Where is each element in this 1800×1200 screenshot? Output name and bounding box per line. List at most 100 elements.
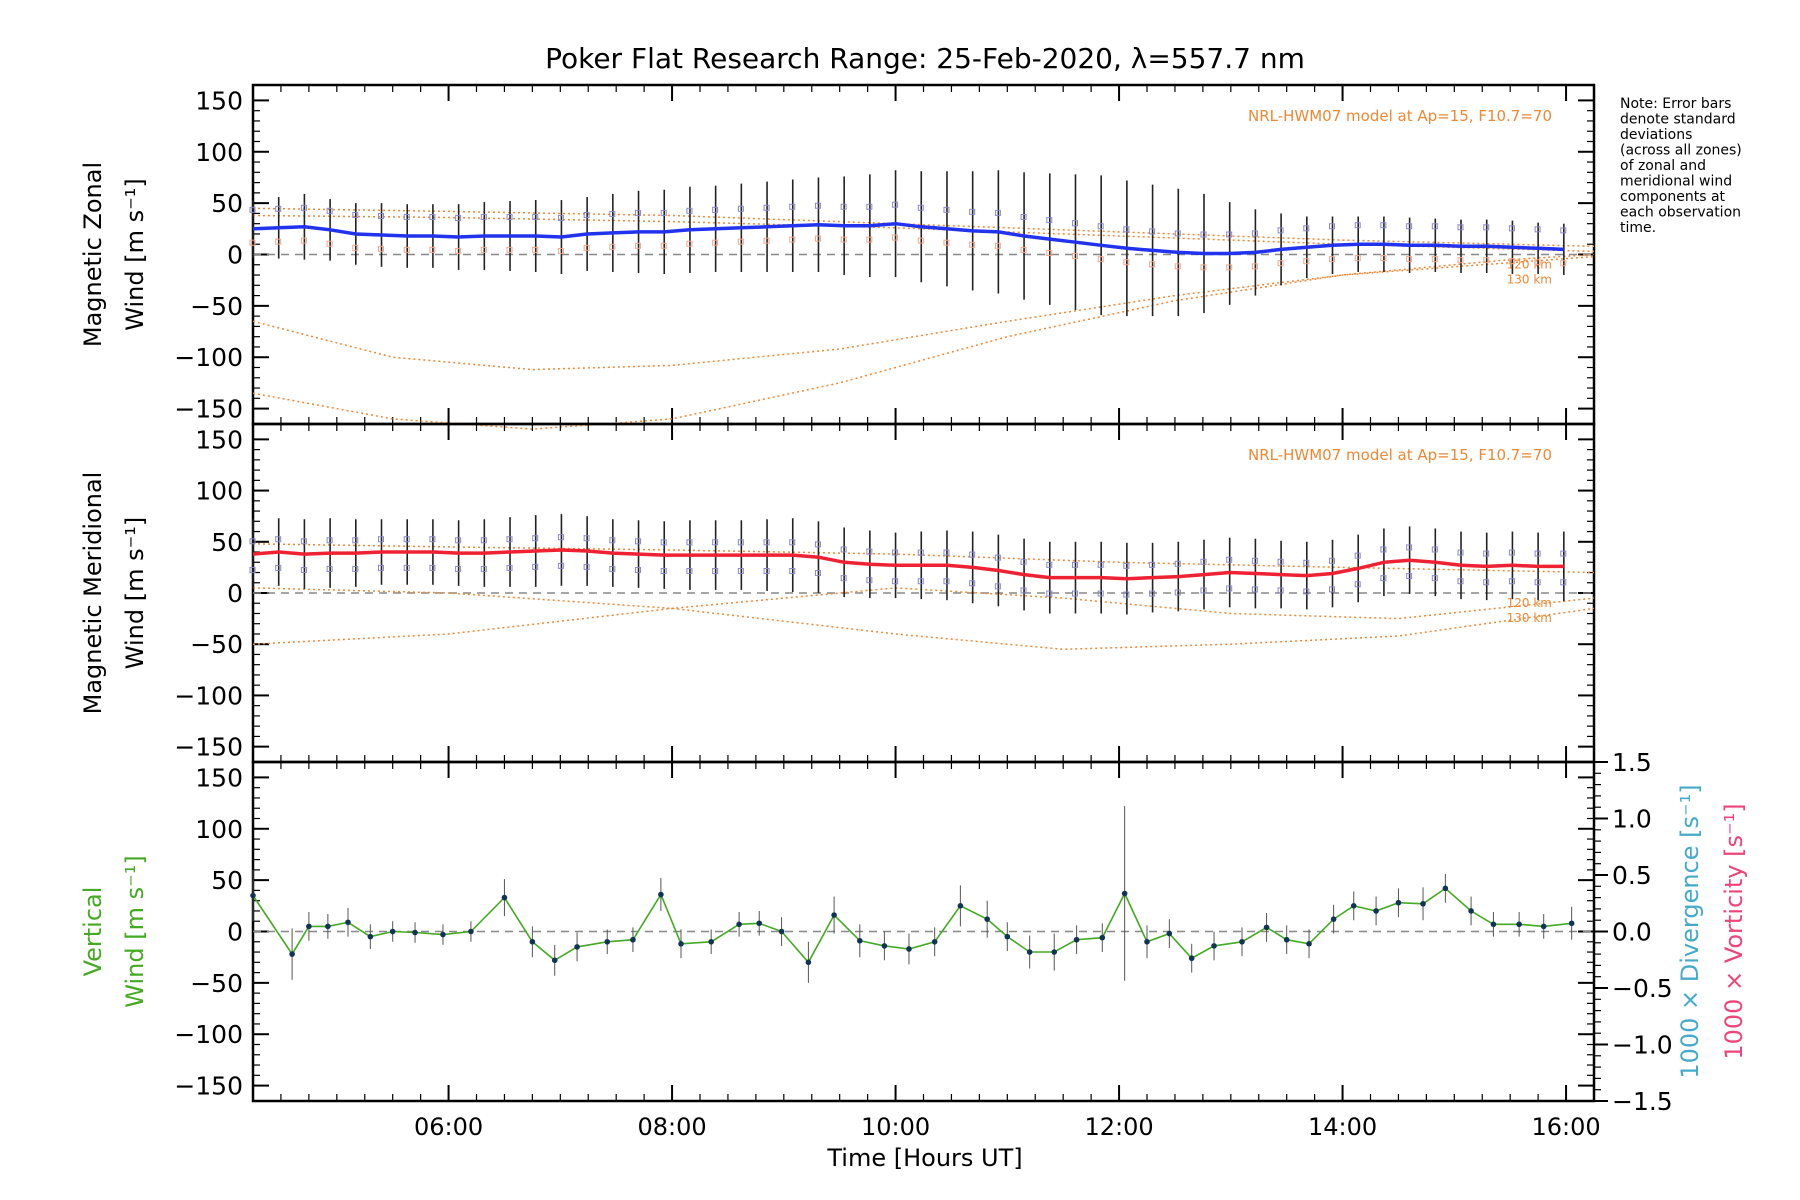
zone-marker: [557, 534, 564, 541]
zone-marker: [378, 212, 385, 219]
note-line: each observation: [1620, 205, 1741, 221]
zone-marker: [1560, 227, 1567, 234]
data-point: [412, 929, 418, 936]
data-point: [1263, 924, 1270, 931]
zone-marker: [917, 549, 924, 556]
zone-marker: [1457, 578, 1464, 585]
zone-marker: [763, 237, 770, 244]
data-point: [1026, 949, 1033, 955]
zone-marker: [378, 564, 385, 571]
y-tick-label: −50: [190, 292, 243, 321]
y2-tick-label: −1.5: [1612, 1087, 1673, 1116]
zone-marker: [1329, 557, 1336, 564]
zone-marker: [1431, 223, 1438, 230]
data-point: [1099, 934, 1106, 941]
zone-marker: [917, 204, 924, 211]
y-tick-label: 0: [227, 241, 243, 270]
zone-marker: [583, 563, 590, 570]
data-point: [1350, 903, 1357, 909]
zone-marker: [532, 535, 539, 542]
model-curve: [252, 255, 1595, 371]
zone-marker: [583, 211, 590, 218]
zone-marker: [1354, 581, 1361, 588]
zone-marker: [326, 207, 333, 214]
y-tick-label: 100: [195, 138, 243, 167]
chart-title: Poker Flat Research Range: 25-Feb-2020, …: [545, 42, 1305, 75]
zone-marker: [1174, 230, 1181, 237]
zone-marker: [1508, 549, 1515, 556]
data-point: [1516, 921, 1522, 928]
zone-marker: [814, 570, 821, 577]
zone-marker: [455, 247, 462, 254]
zone-marker: [326, 240, 333, 247]
y2-tick-label: −0.5: [1612, 974, 1673, 1003]
data-point: [957, 903, 964, 909]
zone-marker: [583, 244, 590, 251]
zone-marker: [943, 578, 950, 585]
zone-marker: [1303, 559, 1310, 566]
zone-marker: [1329, 586, 1336, 593]
data-point: [1239, 938, 1245, 945]
zone-marker: [609, 537, 616, 544]
y-tick-label: −50: [190, 630, 243, 659]
zone-marker: [1483, 224, 1490, 231]
data-point: [574, 944, 580, 950]
zone-marker: [249, 239, 256, 246]
panel-meridional: 150 100 50 0 −50 −100 −150 Magnetic Meridional W…: [79, 422, 1596, 764]
zone-marker: [917, 578, 924, 585]
zone-marker: [866, 577, 873, 584]
note-line: (across all zones): [1620, 143, 1742, 159]
zone-marker: [1560, 260, 1567, 267]
zone-marker: [583, 535, 590, 542]
zone-marker: [969, 241, 976, 248]
data-point: [831, 912, 837, 918]
data-point: [1490, 921, 1497, 928]
y2-tick-label: 0.0: [1612, 918, 1652, 947]
series-line: [252, 548, 1564, 581]
model-curve: [252, 587, 1595, 645]
zone-marker: [943, 206, 950, 213]
y-axis-label-line1: Magnetic Meridional: [79, 472, 107, 715]
data-point: [678, 941, 684, 947]
zone-marker: [403, 246, 410, 253]
zone-marker: [532, 246, 539, 253]
zone-marker: [1123, 562, 1130, 569]
zone-marker: [1560, 579, 1567, 586]
zone-marker: [429, 564, 436, 571]
zone-marker: [1406, 256, 1413, 263]
data-point: [1568, 920, 1575, 927]
zone-marker: [1303, 225, 1310, 232]
zone-marker: [532, 214, 539, 221]
zone-marker: [763, 539, 770, 546]
data-point: [1073, 936, 1080, 943]
data-point: [250, 892, 256, 899]
zone-marker: [1200, 264, 1207, 271]
zone-marker: [635, 209, 642, 216]
data-point: [1442, 885, 1449, 892]
data-point: [756, 920, 763, 927]
zone-marker: [1097, 223, 1104, 230]
y-tick-label: −50: [190, 969, 243, 998]
zone-marker: [609, 565, 616, 572]
data-point: [1540, 923, 1547, 930]
zone-marker: [557, 247, 564, 254]
zone-marker: [1097, 590, 1104, 597]
y-tick-label: 150: [195, 763, 243, 792]
zone-marker: [1149, 590, 1156, 597]
zone-marker: [994, 554, 1001, 561]
data-point: [1395, 899, 1402, 906]
zone-marker: [480, 537, 487, 544]
zone-marker: [840, 546, 847, 553]
zone-marker: [352, 565, 359, 572]
altitude-label: 120 km: [1507, 596, 1552, 610]
zone-marker: [1354, 552, 1361, 559]
zone-marker: [249, 538, 256, 545]
note-line: meridional wind: [1620, 174, 1732, 190]
panel-zonal: 150 100 50 0 −50 −100 −150 Magnetic Zonal Wind […: [79, 83, 1596, 430]
zone-marker: [1303, 588, 1310, 595]
divergence-axis-label: 1000 × Divergence [s⁻¹]: [1676, 784, 1704, 1078]
zone-marker: [352, 211, 359, 218]
zone-marker: [455, 537, 462, 544]
zone-marker: [1508, 225, 1515, 232]
zone-marker: [480, 214, 487, 221]
